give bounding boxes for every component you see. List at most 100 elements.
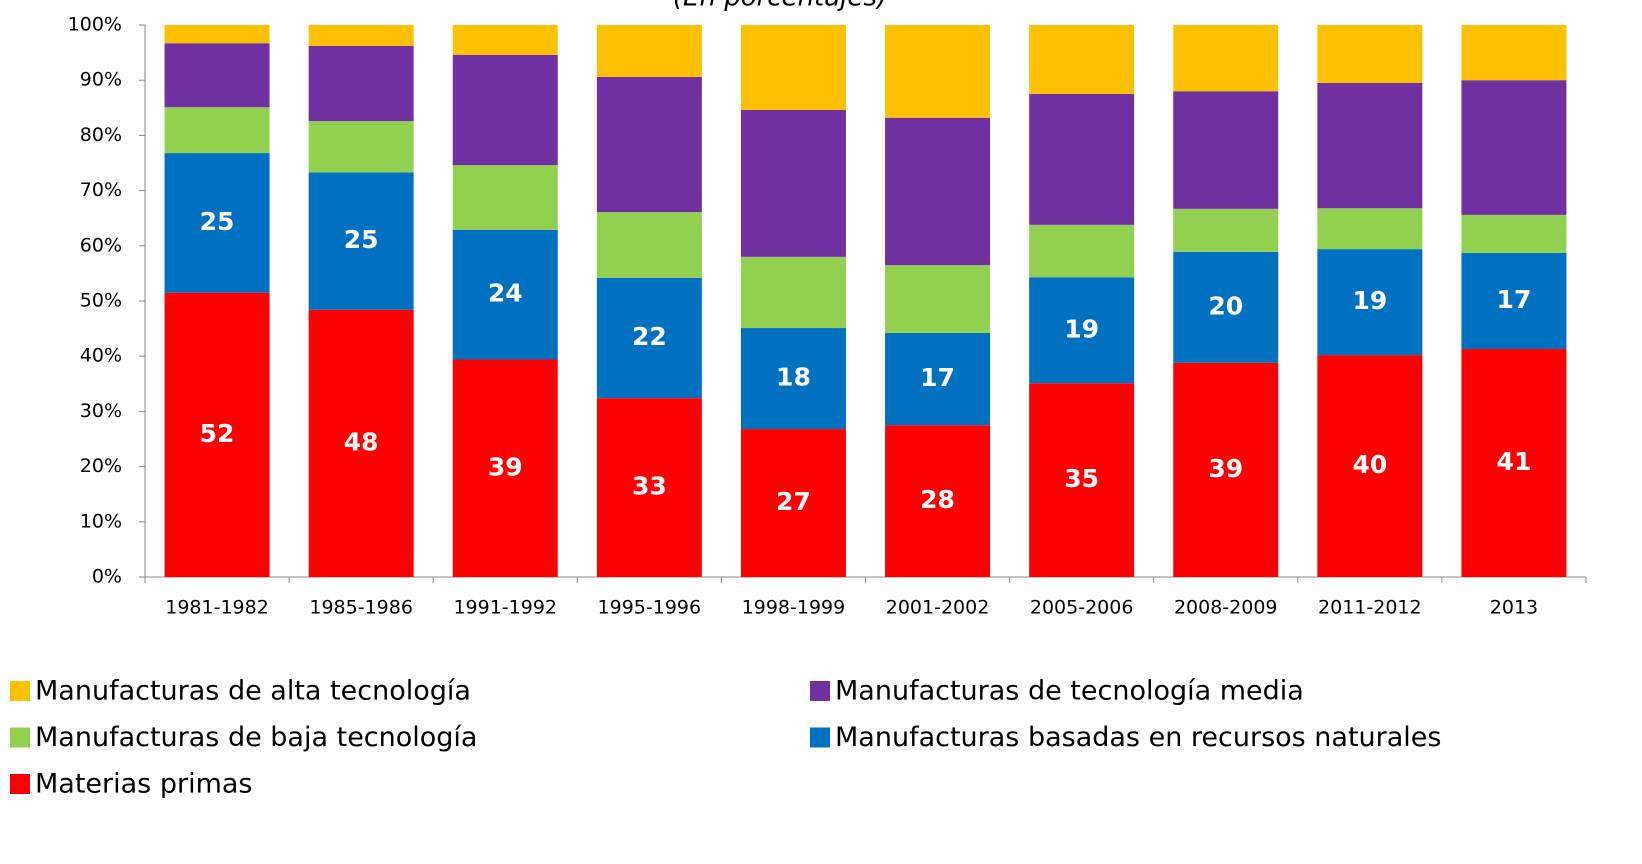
y-tick-label: 20% <box>80 455 122 477</box>
bar-segment <box>885 25 991 118</box>
data-label: 24 <box>488 279 523 308</box>
bar-segment <box>1461 349 1567 577</box>
data-label: 48 <box>344 427 379 456</box>
bar-segment <box>164 43 270 108</box>
bar-segment <box>1461 214 1567 253</box>
x-tick-label: 2005-2006 <box>1030 597 1134 619</box>
bar-segment <box>452 165 558 230</box>
bar-segment <box>1461 252 1567 350</box>
y-tick-label: 60% <box>80 234 122 256</box>
data-label: 25 <box>200 207 235 236</box>
bar-segment <box>452 359 558 577</box>
data-label: 18 <box>776 363 811 392</box>
bar-segment <box>1173 91 1279 209</box>
bar-segment <box>1317 249 1423 356</box>
bar-segment <box>885 117 991 266</box>
legend-swatch <box>810 727 830 748</box>
y-tick-label: 80% <box>80 124 122 146</box>
bar-segment <box>740 328 846 430</box>
data-label: 19 <box>1064 314 1099 343</box>
data-label: 25 <box>344 225 379 254</box>
bar-segment <box>452 54 558 166</box>
legend-swatch <box>810 681 830 701</box>
legend-label: Manufacturas de baja tecnología <box>35 722 477 753</box>
x-tick-label: 1995-1996 <box>598 597 702 619</box>
y-tick-label: 100% <box>68 14 122 36</box>
legend-label: Manufacturas de tecnología media <box>835 676 1304 707</box>
x-tick-label: 1991-1992 <box>453 597 557 619</box>
bar-segment <box>308 25 414 46</box>
x-tick-label: 2001-2002 <box>886 597 990 619</box>
data-label: 17 <box>1497 285 1532 314</box>
bar-segment <box>885 265 991 334</box>
legend-label: Manufacturas basadas en recursos natural… <box>835 722 1442 753</box>
bar-segment <box>164 25 270 44</box>
x-tick-label: 2008-2009 <box>1174 597 1278 619</box>
bar-segment <box>1029 383 1135 577</box>
bar-segment <box>740 429 846 577</box>
bar-segment <box>164 107 270 154</box>
bar-segment <box>1317 82 1423 209</box>
x-tick-label: 1998-1999 <box>742 597 846 619</box>
data-label: 52 <box>200 419 235 448</box>
legend-label: Materias primas <box>35 769 253 800</box>
bar-segment <box>308 309 414 577</box>
bar-segment <box>885 425 991 577</box>
x-tick-label: 2013 <box>1490 597 1538 619</box>
bar-segment <box>1173 362 1279 577</box>
bar-segment <box>452 229 558 360</box>
legend-swatch <box>10 681 30 701</box>
legend-swatch <box>10 727 30 748</box>
x-tick-label: 1985-1986 <box>309 597 413 619</box>
bar-segment <box>1029 224 1135 278</box>
y-tick-label: 0% <box>92 566 122 588</box>
x-tick-label: 1981-1982 <box>165 597 269 619</box>
y-tick-label: 90% <box>80 69 122 91</box>
legend-label: Manufacturas de alta tecnología <box>35 676 471 707</box>
bar-segment <box>740 256 846 329</box>
data-label: 33 <box>632 472 667 501</box>
bar-segment <box>596 212 702 278</box>
data-label: 28 <box>920 485 955 514</box>
bar-segment <box>308 121 414 173</box>
bar-segment <box>740 110 846 257</box>
x-tick-label: 2011-2012 <box>1318 597 1422 619</box>
bar-segment <box>1173 251 1279 363</box>
bar-segment <box>740 25 846 111</box>
bar-segment <box>1317 208 1423 250</box>
data-label: 40 <box>1352 450 1387 479</box>
y-tick-label: 10% <box>80 510 122 532</box>
data-label: 35 <box>1064 464 1099 493</box>
y-tick-label: 40% <box>80 345 122 367</box>
bar-segment <box>1173 208 1279 252</box>
bar-segment <box>1461 25 1567 81</box>
bar-segment <box>1029 94 1135 225</box>
y-tick-label: 70% <box>80 179 122 201</box>
bar-segment <box>1173 25 1279 92</box>
data-label: 27 <box>776 487 811 516</box>
bar-segment <box>164 153 270 293</box>
chart-subtitle: (En porcentajes) <box>673 0 887 13</box>
bar-segment <box>1029 25 1135 94</box>
data-label: 19 <box>1352 286 1387 315</box>
data-label: 22 <box>632 322 667 351</box>
bar-segment <box>1317 355 1423 577</box>
bar-segment <box>596 25 702 77</box>
data-label: 39 <box>1208 454 1243 483</box>
bar-segment <box>452 25 558 55</box>
bar-segment <box>1029 277 1135 384</box>
bar-segment <box>308 172 414 310</box>
data-label: 17 <box>920 363 955 392</box>
legend-swatch <box>10 774 30 794</box>
bar-segment <box>308 45 414 122</box>
bar-segment <box>596 76 702 213</box>
bar-segment <box>596 398 702 577</box>
y-tick-label: 50% <box>80 290 122 312</box>
bar-segment <box>164 292 270 577</box>
y-tick-label: 30% <box>80 400 122 422</box>
bar-segment <box>1461 80 1567 215</box>
bar-segment <box>885 333 991 426</box>
data-label: 20 <box>1208 291 1243 320</box>
data-label: 41 <box>1497 447 1532 476</box>
